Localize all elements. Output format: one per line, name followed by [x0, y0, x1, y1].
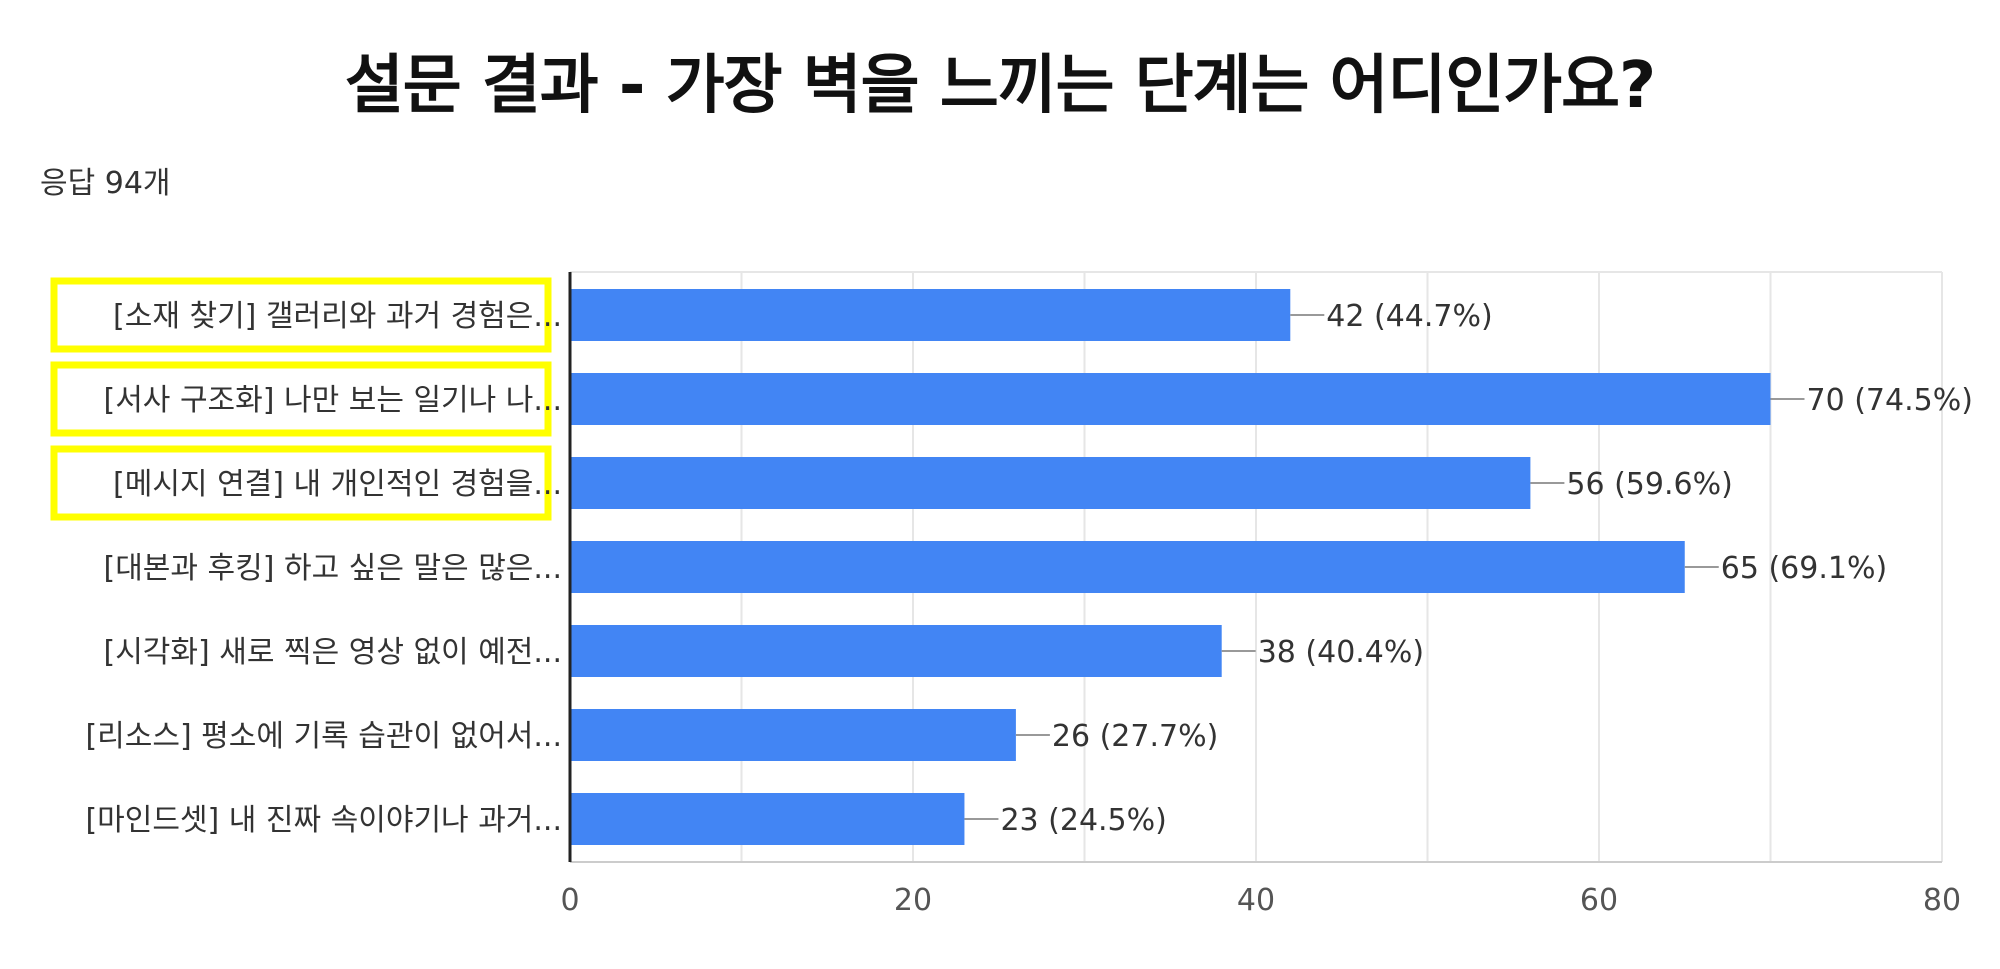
data-label: 26 (27.7%): [1052, 719, 1218, 754]
bar: [570, 625, 1222, 677]
x-tick-label: 60: [1580, 883, 1618, 918]
highlight-boxes: [50, 277, 552, 521]
response-count: 응답 94개: [40, 166, 171, 201]
chart-title: 설문 결과 - 가장 벽을 느끼는 단계는 어디인가요?: [344, 49, 1656, 123]
bar: [570, 289, 1291, 341]
category-label: [대본과 후킹] 하고 싶은 말은 많은...: [104, 551, 563, 586]
bar: [570, 373, 1771, 425]
bar: [570, 541, 1685, 593]
category-label: [마인드셋] 내 진짜 속이야기나 과거...: [85, 803, 562, 838]
category-label: [시각화] 새로 찍은 영상 없이 예전...: [104, 635, 563, 670]
data-label: 70 (74.5%): [1807, 383, 1973, 418]
data-label: 65 (69.1%): [1721, 551, 1887, 586]
x-tick-label: 20: [894, 883, 932, 918]
data-label: 38 (40.4%): [1258, 635, 1424, 670]
bar: [570, 457, 1531, 509]
x-axis-ticks: 0 20 40 60 80: [560, 883, 1961, 918]
bar: [570, 709, 1016, 761]
data-label: 56 (59.6%): [1566, 467, 1732, 502]
highlight-box: [50, 445, 552, 521]
category-label: [리소스] 평소에 기록 습관이 없어서...: [85, 719, 562, 754]
bar: [570, 793, 965, 845]
category-label: [메시지 연결] 내 개인적인 경험을...: [113, 467, 562, 502]
bars: [570, 289, 1771, 845]
data-label: 23 (24.5%): [1000, 803, 1166, 838]
category-labels: [소재 찾기] 갤러리와 과거 경험은... [서사 구조화] 나만 보는 일기나…: [85, 299, 562, 838]
highlight-box: [50, 361, 552, 437]
category-label: [소재 찾기] 갤러리와 과거 경험은...: [113, 299, 562, 334]
x-tick-label: 80: [1923, 883, 1961, 918]
data-labels: 42 (44.7%) 70 (74.5%) 56 (59.6%) 65 (69.1%)…: [964, 299, 1973, 838]
highlight-box: [50, 277, 552, 353]
category-label: [서사 구조화] 나만 보는 일기나 나...: [104, 383, 563, 418]
x-tick-label: 0: [560, 883, 579, 918]
data-label: 42 (44.7%): [1326, 299, 1492, 334]
x-tick-label: 40: [1237, 883, 1275, 918]
